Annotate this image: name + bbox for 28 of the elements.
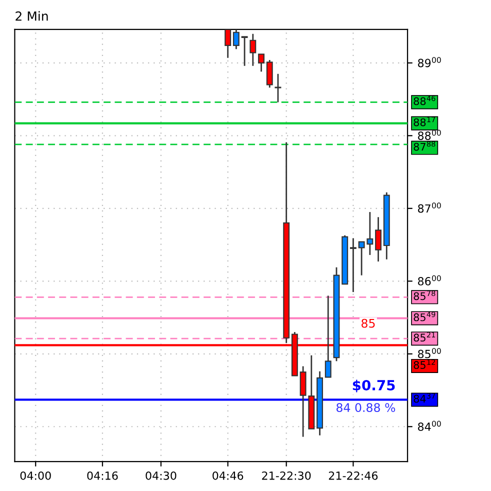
x-tick-label: 04:16: [87, 471, 118, 480]
y-tick-label: 84$^{00}$: [418, 420, 441, 431]
candlestick: [258, 53, 265, 72]
y-tick-label: 87$^{00}$: [418, 202, 441, 213]
annotation: 84 0.88 %: [336, 403, 396, 412]
x-tick-label: 04:30: [146, 471, 176, 480]
ref-line-label: 85$^{21}$: [414, 332, 436, 342]
x-tick-label: 04:00: [20, 471, 51, 480]
x-tick-label: 04:46: [212, 471, 244, 480]
candlestick: [224, 29, 232, 59]
candlestick: [274, 73, 282, 103]
x-tick-label: 21-22:46: [328, 471, 378, 480]
candlestick: [266, 59, 273, 88]
candlestick: [241, 36, 248, 67]
y-tick-label: 85$^{00}$: [418, 348, 441, 358]
ref-line-label: 85$^{12}$: [414, 359, 435, 369]
annotation: $0.75: [352, 380, 395, 392]
candlestick: [232, 29, 240, 50]
candlestick: [375, 216, 382, 262]
x-tick-label: 21-22:30: [262, 471, 311, 480]
y-tick-label: 89$^{00}$: [418, 57, 441, 68]
candlestick: [350, 238, 356, 293]
y-tick-label: 86$^{00}$: [418, 275, 441, 286]
chart-title: 2 Min: [16, 11, 48, 21]
candlestick: [250, 33, 256, 67]
candlestick: [324, 294, 332, 378]
annotation: 85: [362, 318, 375, 328]
y-tick-label: 88$^{00}$: [418, 130, 441, 140]
